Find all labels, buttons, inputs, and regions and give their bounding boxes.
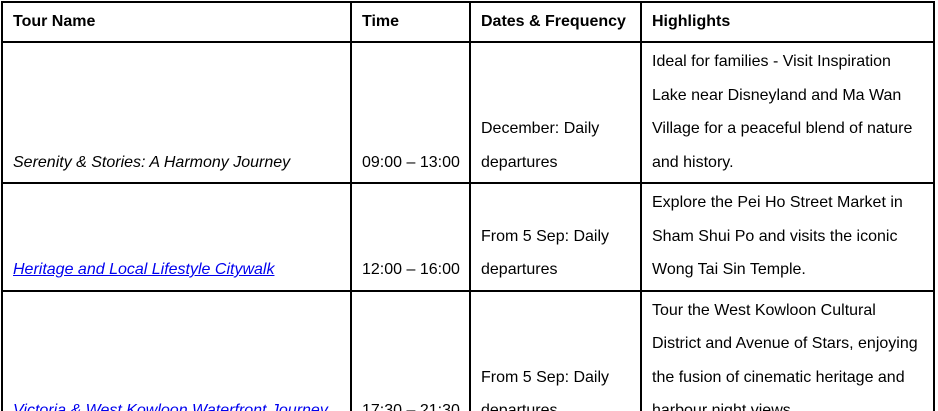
tour-name-cell: Serenity & Stories: A Harmony Journey — [1, 41, 352, 184]
tour-time-cell: 12:00 – 16:00 — [350, 182, 471, 292]
table-row: Victoria & West Kowloon Waterfront Journ… — [1, 289, 935, 411]
tour-name-link[interactable]: Heritage and Local Lifestyle Citywalk — [13, 261, 275, 278]
tour-name-cell: Victoria & West Kowloon Waterfront Journ… — [1, 289, 352, 411]
tour-dates-frequency-cell: December: Daily departures — [469, 41, 642, 184]
column-header-time: Time — [350, 1, 471, 43]
tour-time-cell: 09:00 – 13:00 — [350, 41, 471, 184]
table-row: Serenity & Stories: A Harmony Journey 09… — [1, 41, 935, 184]
column-header-dates-frequency: Dates & Frequency — [469, 1, 642, 43]
tour-highlights-cell: Explore the Pei Ho Street Market in Sham… — [640, 182, 935, 292]
column-header-highlights: Highlights — [640, 1, 935, 43]
tour-dates-frequency-cell: From 5 Sep: Daily departures — [469, 182, 642, 292]
tour-time-cell: 17:30 – 21:30 — [350, 289, 471, 411]
tour-name-link[interactable]: Victoria & West Kowloon Waterfront Journ… — [13, 402, 328, 411]
tour-name-text: Serenity & Stories: A Harmony Journey — [13, 153, 291, 171]
tour-name-cell: Heritage and Local Lifestyle Citywalk — [1, 182, 352, 292]
tour-highlights-cell: Ideal for families - Visit Inspiration L… — [640, 41, 935, 184]
tour-dates-frequency-cell: From 5 Sep: Daily departures — [469, 289, 642, 411]
column-header-tour-name: Tour Name — [1, 1, 352, 43]
table-header-row: Tour Name Time Dates & Frequency Highlig… — [1, 1, 935, 43]
table-row: Heritage and Local Lifestyle Citywalk 12… — [1, 182, 935, 292]
tour-highlights-cell: Tour the West Kowloon Cultural District … — [640, 289, 935, 411]
